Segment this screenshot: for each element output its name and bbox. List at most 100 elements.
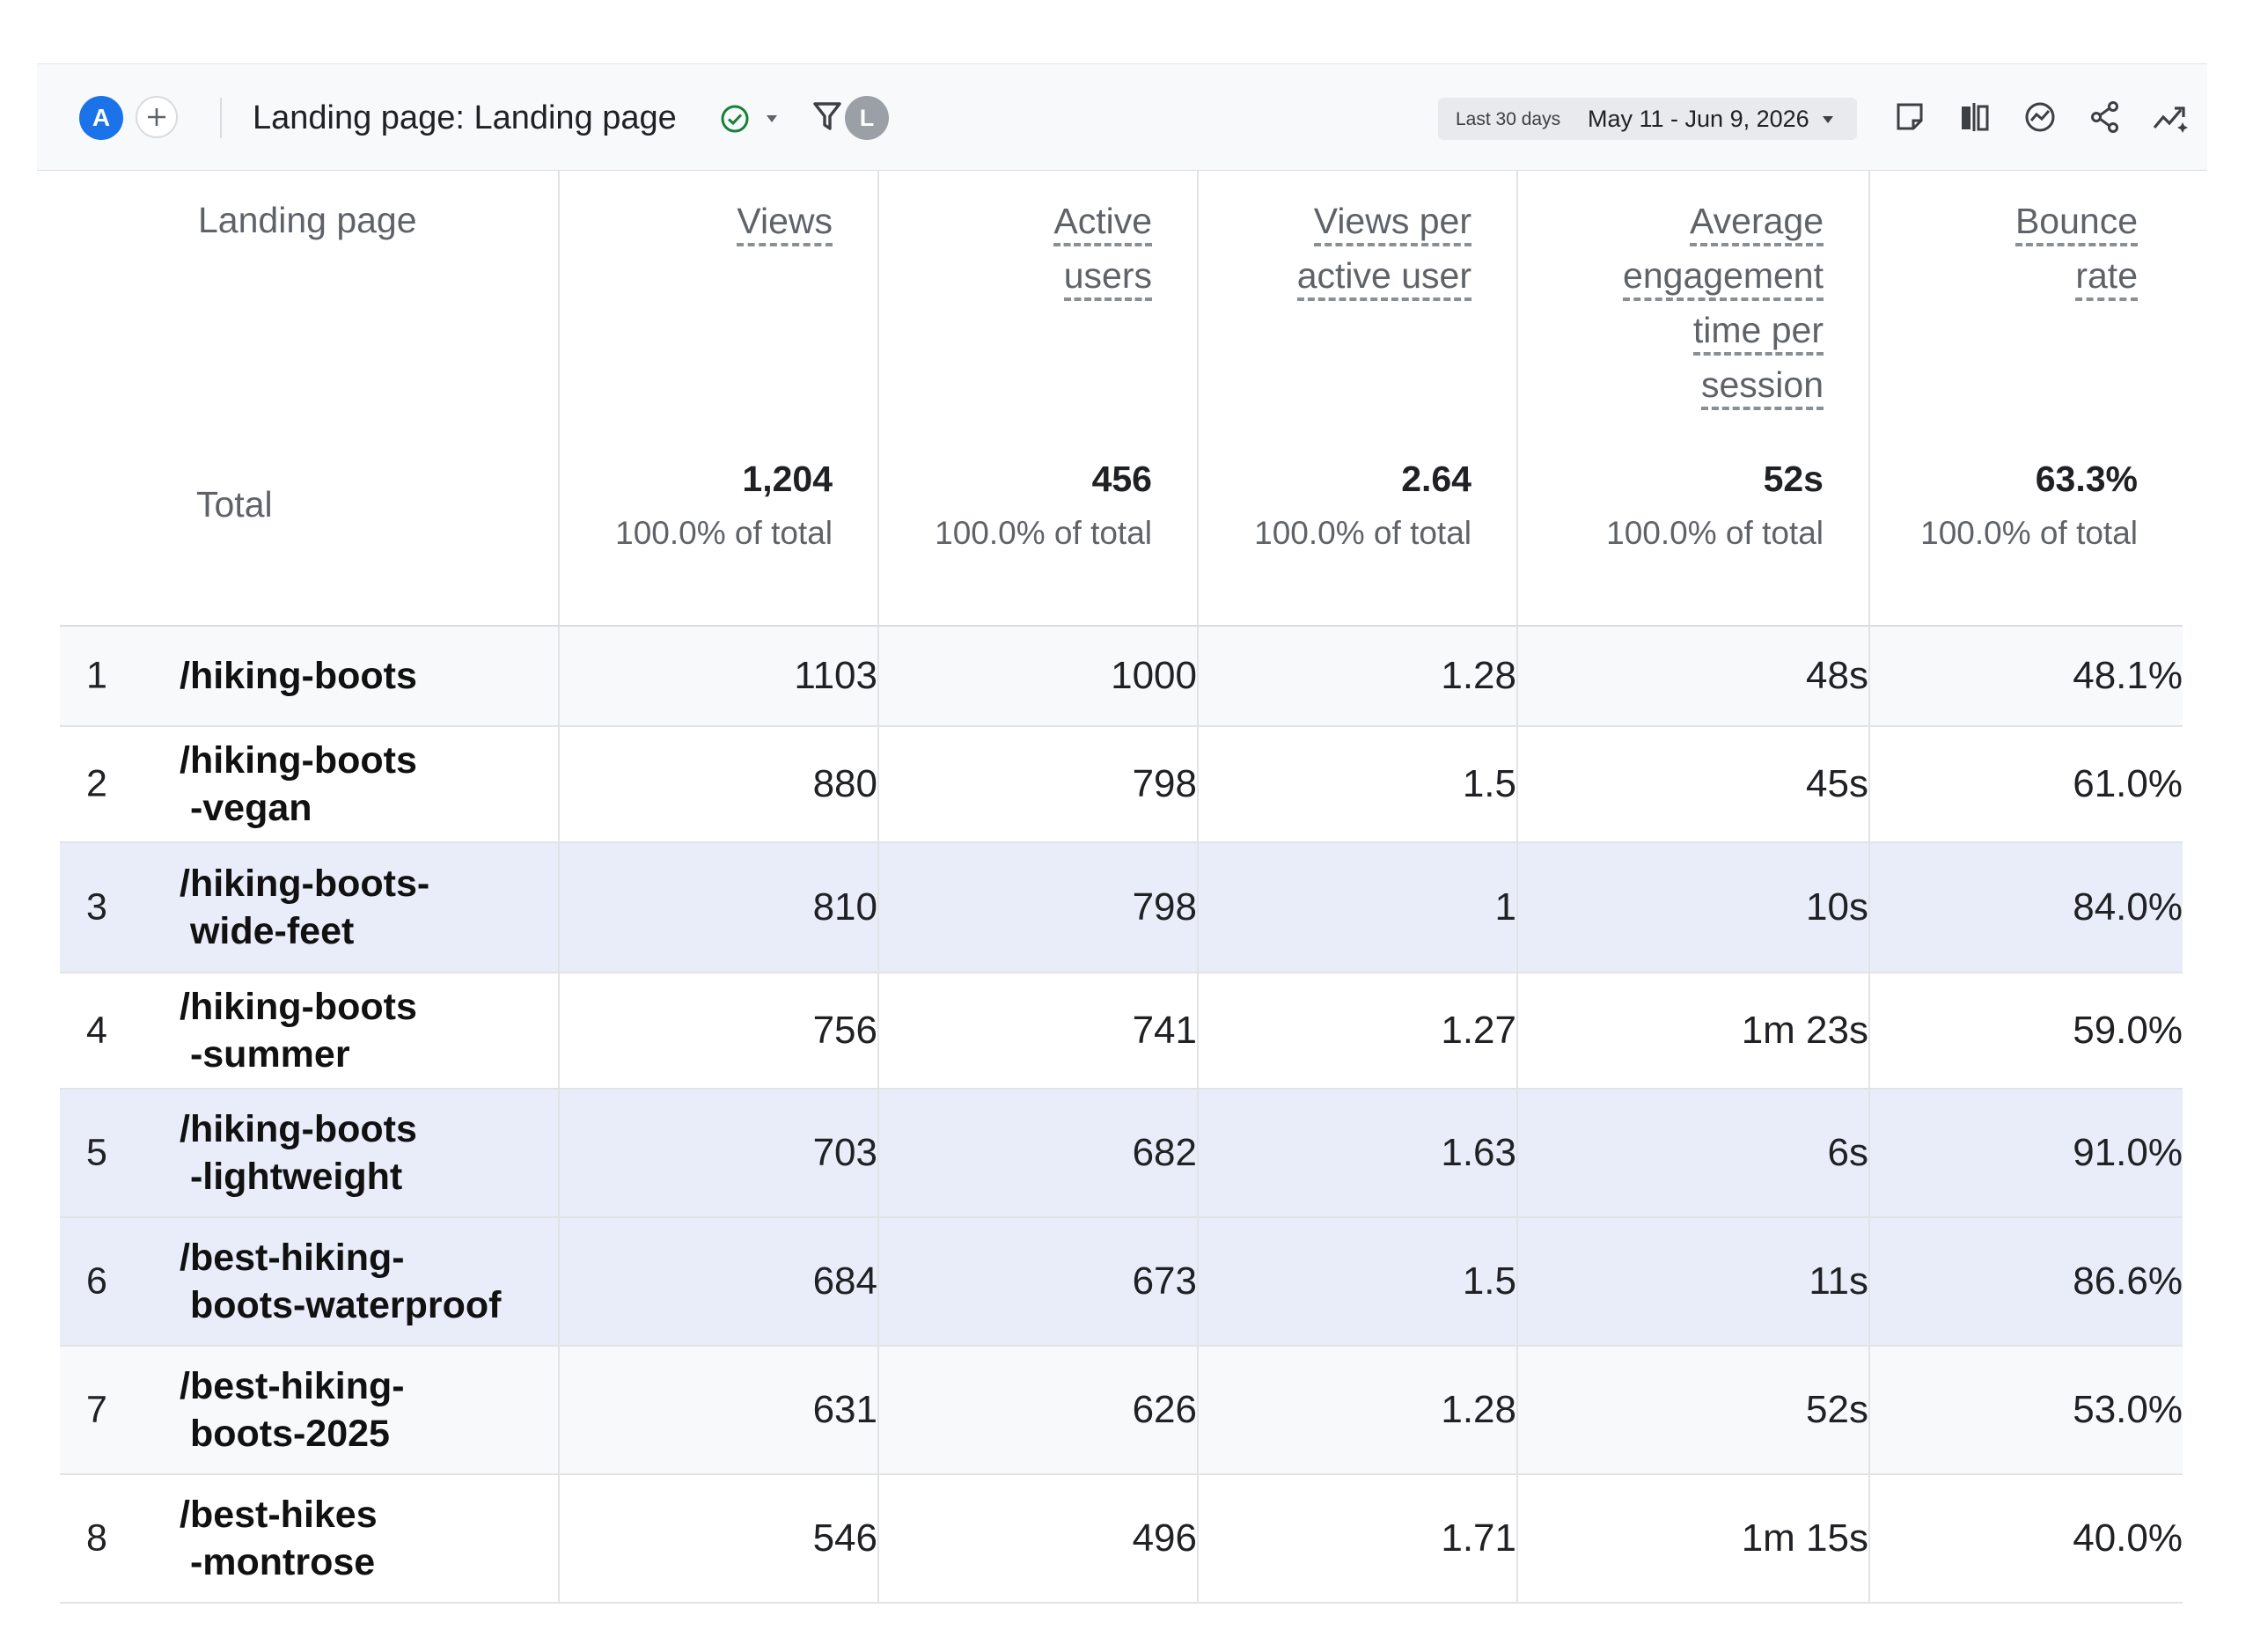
report-title: Landing page: Landing page [253,99,677,136]
row-rank: 4 [86,1009,107,1052]
total-row: Total 1,204 100.0% of total 456 100.0% o… [60,438,2183,627]
row-page-link[interactable]: /hiking-boots -vegan [180,739,417,829]
date-range-picker[interactable]: Last 30 days May 11 - Jun 9, 2026 [1438,98,1857,140]
row-rank: 8 [86,1516,107,1560]
share-icon [2091,101,2118,133]
total-percent: 100.0% of total [615,515,833,551]
total-views: 1,204 100.0% of total [559,438,879,627]
total-percent: 100.0% of total [935,515,1152,551]
header-active-users[interactable]: Active users [878,171,1199,438]
date-range-value: May 11 - Jun 9, 2026 [1588,106,1809,132]
compare-button[interactable] [1954,96,1996,138]
table-row[interactable]: 7/best-hiking- boots-2025 631 626 1.28 5… [60,1346,2183,1475]
row-page-link[interactable]: /hiking-boots- wide-feet [180,863,430,952]
row-active-users: 741 [878,973,1199,1090]
row-views-per-user: 1.5 [1198,1217,1518,1347]
row-bounce-rate: 61.0% [1869,726,2183,843]
compare-icon [1962,103,1989,131]
total-bounce-rate: 63.3% 100.0% of total [1869,438,2183,627]
row-page-link[interactable]: /best-hikes -montrose [180,1494,378,1583]
avatar-a[interactable]: A [79,96,123,140]
row-views-per-user: 1 [1198,842,1518,973]
row-views-per-user: 1.63 [1198,1089,1518,1218]
row-page-link[interactable]: /best-hiking- boots-2025 [180,1365,405,1455]
row-active-users: 682 [878,1089,1199,1218]
row-views: 880 [559,726,879,843]
date-range-label: Last 30 days [1456,109,1561,129]
row-engagement: 1m 15s [1517,1474,1870,1604]
row-bounce-rate: 59.0% [1869,973,2183,1090]
row-rank: 2 [86,762,107,805]
row-views: 1103 [559,626,879,727]
row-views: 810 [559,842,879,973]
trend-icon [2153,106,2188,133]
row-active-users: 798 [878,842,1199,973]
header-bounce-rate-label: Bounce rate [2014,201,2138,301]
row-bounce-rate: 86.6% [1869,1217,2183,1347]
row-active-users: 673 [878,1217,1199,1347]
row-engagement: 11s [1517,1217,1870,1347]
edit-report-icon [1897,103,1923,130]
row-rank: 7 [86,1388,107,1431]
row-engagement: 6s [1517,1089,1870,1218]
row-bounce-rate: 40.0% [1869,1474,2183,1604]
header-views-per-active-user[interactable]: Views per active user [1198,171,1518,438]
insights-icon [2025,102,2055,132]
table-row[interactable]: 1/hiking-boots 1103 1000 1.28 48s 48.1% [60,626,2183,727]
add-comparison-button[interactable] [136,96,178,138]
header-bounce-rate[interactable]: Bounce rate [1869,171,2183,438]
caret-down-icon[interactable] [764,114,780,124]
table-row[interactable]: 8/best-hikes -montrose 546 496 1.71 1m 1… [60,1474,2183,1604]
row-active-users: 626 [878,1346,1199,1475]
row-rank: 6 [86,1259,107,1303]
row-views-per-user: 1.71 [1198,1474,1518,1604]
table-row[interactable]: 6/best-hiking- boots-waterproof 684 673 … [60,1217,2183,1347]
table-row[interactable]: 5/hiking-boots -lightweight 703 682 1.63… [60,1089,2183,1218]
avatar-l[interactable]: L [845,96,889,140]
toolbar-divider [220,98,222,138]
total-value: 456 [1091,459,1152,499]
trend-button[interactable] [2149,96,2191,138]
row-bounce-rate: 84.0% [1869,842,2183,973]
table-row[interactable]: 4/hiking-boots -summer 756 741 1.27 1m 2… [60,973,2183,1090]
check-circle-icon[interactable] [719,103,751,135]
header-views-per-active-user-label: Views per active user [1296,201,1471,301]
row-views-per-user: 1.28 [1198,1346,1518,1475]
row-views: 703 [559,1089,879,1218]
row-page-link[interactable]: /hiking-boots -lightweight [180,1108,417,1198]
row-rank: 3 [86,885,107,929]
total-active-users: 456 100.0% of total [878,438,1199,627]
row-rank: 5 [86,1131,107,1174]
row-bounce-rate: 53.0% [1869,1346,2183,1475]
add-icon [148,108,165,126]
row-views: 756 [559,973,879,1090]
share-button[interactable] [2084,96,2126,138]
row-views: 546 [559,1474,879,1604]
table-row[interactable]: 2/hiking-boots -vegan 880 798 1.5 45s 61… [60,726,2183,843]
row-page-link[interactable]: /hiking-boots [180,655,417,697]
header-avg-engagement[interactable]: Average engagement time per session [1517,171,1870,438]
row-engagement: 1m 23s [1517,973,1870,1090]
total-value: 52s [1763,459,1824,499]
row-active-users: 1000 [878,626,1199,727]
header-views-label: Views [737,201,833,246]
header-views[interactable]: Views [559,171,879,438]
insights-button[interactable] [2019,96,2061,138]
edit-report-button[interactable] [1889,96,1931,138]
row-active-users: 798 [878,726,1199,843]
table-row[interactable]: 3/hiking-boots- wide-feet 810 798 1 10s … [60,842,2183,973]
row-page-link[interactable]: /hiking-boots -summer [180,986,417,1076]
header-avg-engagement-label: Average engagement time per session [1623,201,1824,410]
row-views: 684 [559,1217,879,1347]
header-active-users-label: Active users [1053,201,1152,301]
row-views-per-user: 1.28 [1198,626,1518,727]
row-bounce-rate: 48.1% [1869,626,2183,727]
row-engagement: 48s [1517,626,1870,727]
total-value: 2.64 [1401,459,1471,499]
row-page-link[interactable]: /best-hiking- boots-waterproof [180,1237,502,1326]
total-percent: 100.0% of total [1254,515,1471,551]
header-landing-page[interactable]: Landing page [60,171,560,438]
row-views: 631 [559,1346,879,1475]
row-bounce-rate: 91.0% [1869,1089,2183,1218]
filter-icon[interactable] [811,99,843,133]
